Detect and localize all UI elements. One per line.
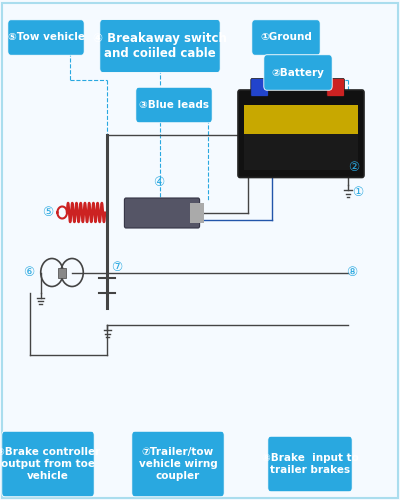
Text: ⑥Brake controller
output from toe
vehicle: ⑥Brake controller output from toe vehicl… bbox=[0, 448, 100, 480]
Text: ④: ④ bbox=[153, 176, 164, 189]
Text: ⑧: ⑧ bbox=[346, 266, 358, 279]
FancyBboxPatch shape bbox=[252, 20, 320, 55]
Text: ①: ① bbox=[352, 186, 364, 199]
FancyBboxPatch shape bbox=[268, 436, 352, 492]
FancyBboxPatch shape bbox=[264, 54, 332, 90]
FancyBboxPatch shape bbox=[58, 268, 66, 278]
FancyBboxPatch shape bbox=[190, 202, 204, 224]
FancyBboxPatch shape bbox=[244, 105, 358, 134]
Text: ①Ground: ①Ground bbox=[260, 32, 312, 42]
FancyBboxPatch shape bbox=[136, 87, 212, 122]
Text: ⑦: ⑦ bbox=[112, 261, 123, 274]
FancyBboxPatch shape bbox=[100, 20, 220, 72]
FancyBboxPatch shape bbox=[2, 431, 94, 497]
FancyBboxPatch shape bbox=[238, 90, 364, 178]
Text: ③Blue leads: ③Blue leads bbox=[139, 100, 209, 110]
Text: ⑥: ⑥ bbox=[23, 266, 34, 279]
Text: ⑧Brake  input to
trailer brakes: ⑧Brake input to trailer brakes bbox=[262, 453, 358, 475]
Text: ④ Breakaway switch
and coiiled cable: ④ Breakaway switch and coiiled cable bbox=[93, 32, 227, 60]
FancyBboxPatch shape bbox=[132, 431, 224, 497]
Text: ⑤Tow vehicle: ⑤Tow vehicle bbox=[8, 32, 84, 42]
Text: ⑦Trailer/tow
vehicle wirng
coupler: ⑦Trailer/tow vehicle wirng coupler bbox=[139, 448, 217, 480]
FancyBboxPatch shape bbox=[327, 78, 344, 96]
Text: ②: ② bbox=[348, 161, 360, 174]
FancyBboxPatch shape bbox=[124, 198, 200, 228]
Text: ⑤: ⑤ bbox=[42, 206, 54, 219]
FancyBboxPatch shape bbox=[8, 20, 84, 55]
FancyBboxPatch shape bbox=[244, 133, 358, 170]
FancyBboxPatch shape bbox=[251, 78, 268, 96]
Text: ②Battery: ②Battery bbox=[272, 68, 324, 78]
